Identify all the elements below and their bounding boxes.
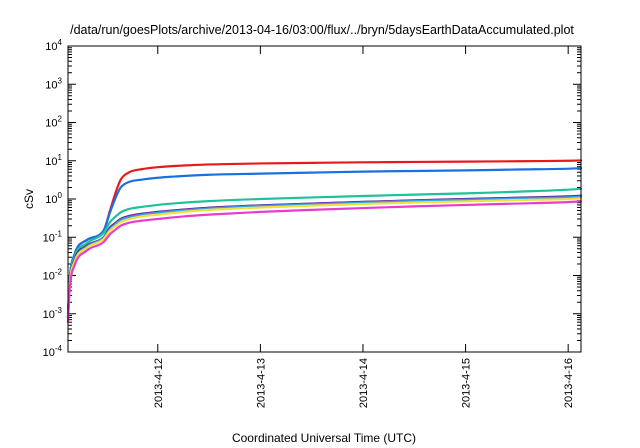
series-line-8 [66,200,583,324]
x-axis-label: Coordinated Universal Time (UTC) [232,431,416,445]
y-tick-label: 103 [45,76,62,91]
x-axis-ticks: 2013-4-12 2013-4-13 2013-4-14 2013-4-15 2013… [153,46,575,408]
y-tick-label: 104 [45,38,62,53]
x-tick-label: 2013-4-14 [358,358,370,408]
y-tick-label: 10-2 [43,268,63,283]
y-axis-label: cSv [22,189,36,209]
y-tick-label: 101 [45,153,62,168]
series-line-2 [66,167,583,315]
y-tick-label: 10-3 [43,306,63,321]
y-tick-label: 10-1 [43,229,63,244]
y-tick-label: 100 [45,191,62,206]
x-tick-label: 2013-4-16 [563,358,575,408]
chart-title: /data/run/goesPlots/archive/2013-04-16/0… [70,23,574,37]
series-line-1 [66,159,583,315]
series-layer [66,159,583,324]
x-tick-label: 2013-4-12 [153,358,165,408]
plot-frame [67,45,582,353]
y-tick-label: 102 [45,115,62,130]
y-axis-ticks: 10-4 10-3 10-2 10-1 100 101 102 103 104 [43,38,581,359]
y-tick-label: 10-4 [43,344,63,359]
series-line-7 [66,197,583,321]
series-line-3 [66,187,583,319]
x-tick-label: 2013-4-13 [255,358,267,408]
x-tick-label: 2013-4-15 [461,358,473,408]
